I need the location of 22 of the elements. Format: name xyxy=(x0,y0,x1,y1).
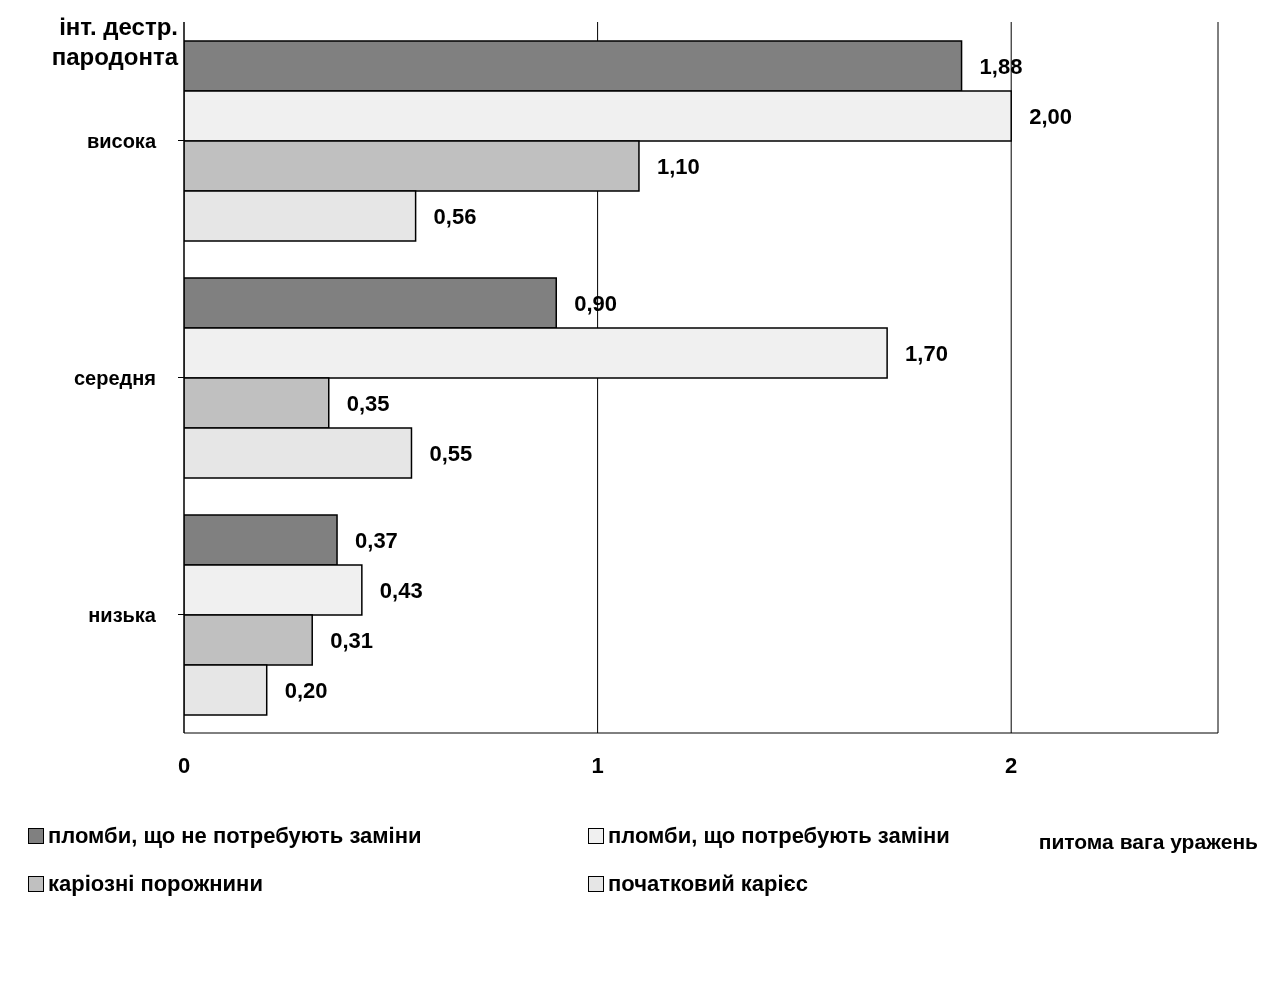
x-tick-label: 0 xyxy=(177,752,191,778)
y-tick-label: висока xyxy=(86,129,157,152)
y-axis-title: інт. дестр. пародонта xyxy=(50,12,178,72)
y-tick-label: середня xyxy=(73,366,156,389)
data-label: 2,00 xyxy=(1029,103,1073,129)
x-tick-label: 2 xyxy=(1005,752,1018,778)
x-tick-label: 1 xyxy=(591,752,604,778)
data-label: 0,35 xyxy=(346,390,390,416)
legend-label: пломби, що не потребують заміни xyxy=(47,823,423,849)
legend-label: каріозні порожнини xyxy=(47,871,264,897)
data-label: 0,31 xyxy=(330,627,374,653)
data-label: 0,56 xyxy=(433,203,477,229)
data-label: 1,10 xyxy=(656,153,700,179)
data-label: 0,55 xyxy=(429,440,473,466)
legend-label: початковий карієс xyxy=(607,871,809,897)
data-label: 1,70 xyxy=(905,340,948,366)
data-label: 0,37 xyxy=(355,527,398,553)
x-axis-title: питома вага уражень xyxy=(1038,830,1258,854)
data-label: 0,20 xyxy=(284,677,328,703)
y-tick-label: низька xyxy=(88,603,157,626)
data-label: 0,43 xyxy=(379,577,423,603)
legend-label: пломби, що потребують заміни xyxy=(608,823,950,848)
